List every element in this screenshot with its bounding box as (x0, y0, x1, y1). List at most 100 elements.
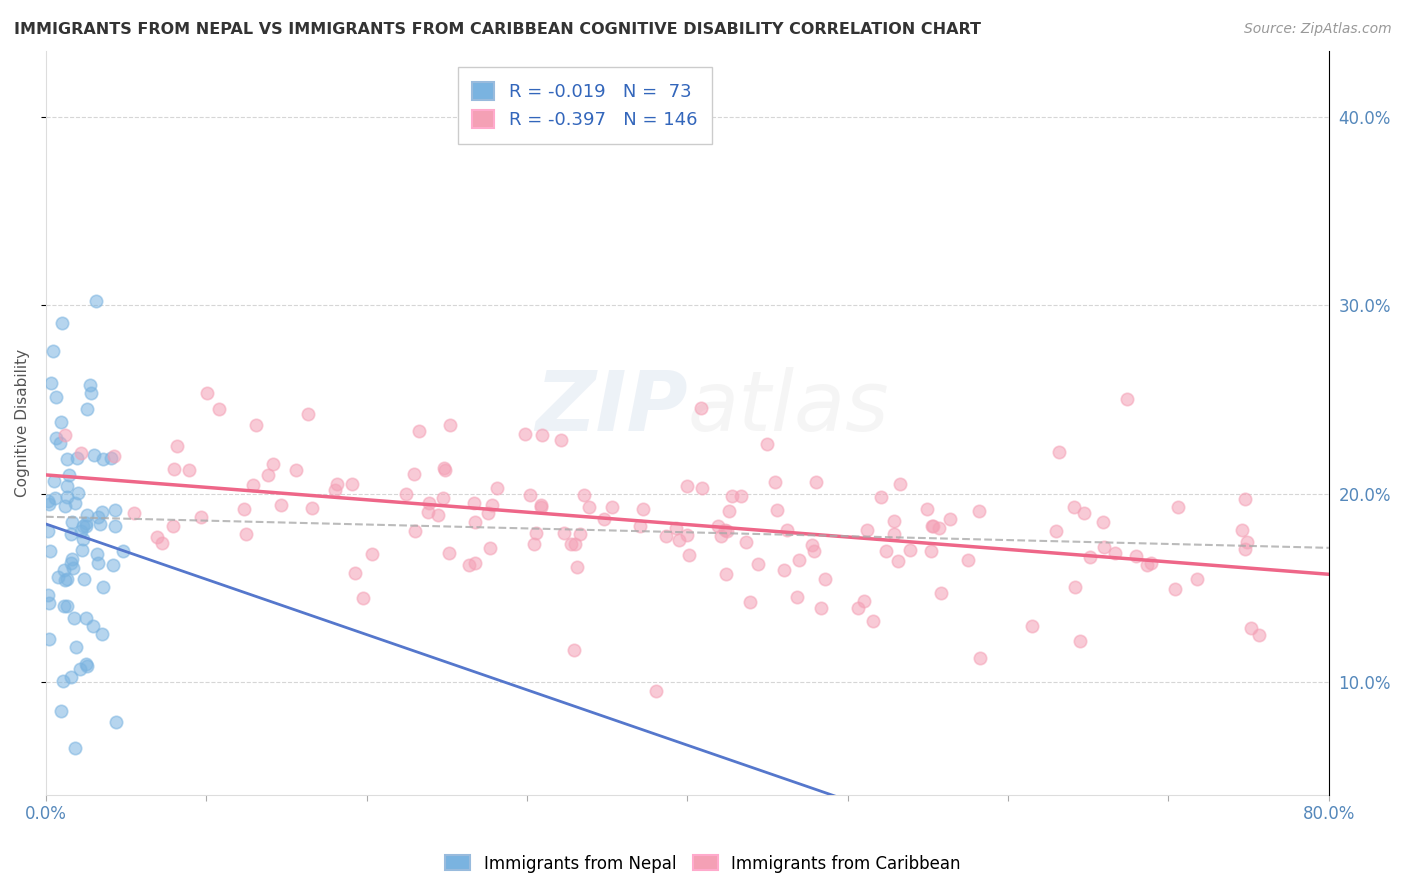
Point (51, 317, 73, 331)
Point (270, 498, 292, 512)
Point (862, 614, 884, 628)
Point (86, 557, 108, 571)
Point (524, 525, 547, 540)
Point (766, 503, 789, 517)
Point (1063, 500, 1085, 515)
Point (49, 436, 72, 450)
Point (690, 401, 713, 415)
Point (439, 546, 461, 560)
Point (1167, 500, 1189, 514)
Point (79, 378, 101, 392)
Point (967, 504, 990, 518)
Point (340, 476, 363, 491)
Text: Source: ZipAtlas.com: Source: ZipAtlas.com (1244, 22, 1392, 37)
Point (69, 662, 91, 676)
Point (1115, 392, 1137, 406)
Point (91, 505, 114, 519)
Point (530, 498, 553, 512)
Point (957, 553, 980, 567)
Point (65, 496, 87, 510)
Point (1139, 556, 1161, 570)
Point (921, 518, 943, 533)
Point (111, 543, 134, 558)
Point (55, 478, 77, 492)
Point (439, 418, 461, 433)
Point (83, 448, 105, 462)
Point (735, 534, 758, 549)
Text: ZIP: ZIP (534, 368, 688, 449)
Point (486, 481, 509, 495)
Point (122, 506, 145, 520)
Point (870, 491, 893, 505)
Point (806, 475, 828, 489)
Point (852, 594, 875, 608)
Point (39, 544, 62, 558)
Point (76, 508, 98, 522)
Point (730, 489, 752, 503)
Point (163, 461, 186, 475)
Point (479, 541, 502, 555)
Point (569, 527, 592, 541)
Point (1163, 582, 1185, 597)
Point (1233, 492, 1256, 507)
Point (786, 591, 808, 605)
Point (60, 556, 83, 570)
Point (38, 632, 60, 646)
Point (740, 595, 762, 609)
Point (256, 467, 278, 482)
Point (717, 504, 740, 518)
Point (80, 386, 103, 401)
Point (1064, 580, 1087, 594)
Point (432, 491, 454, 506)
Legend: R = -0.019   N =  73, R = -0.397   N = 146: R = -0.019 N = 73, R = -0.397 N = 146 (458, 67, 711, 144)
Point (70, 445, 93, 459)
Point (530, 500, 553, 515)
Point (560, 536, 582, 550)
Point (922, 519, 945, 533)
Point (63, 741, 86, 756)
Y-axis label: Cognitive Disability: Cognitive Disability (15, 349, 30, 497)
Point (1230, 523, 1253, 537)
Point (917, 502, 939, 516)
Point (89, 516, 111, 531)
Point (75, 518, 97, 533)
Point (103, 450, 125, 464)
Point (755, 437, 778, 451)
Point (56, 452, 79, 467)
Point (1136, 558, 1159, 572)
Point (284, 463, 307, 477)
Point (668, 533, 690, 548)
Point (93, 452, 115, 467)
Point (929, 586, 952, 600)
Point (70, 542, 93, 557)
Point (103, 558, 125, 573)
Point (1236, 534, 1258, 549)
Point (242, 477, 264, 491)
Point (747, 557, 769, 571)
Point (810, 600, 832, 615)
Point (1092, 541, 1115, 555)
Point (52, 599, 75, 613)
Point (62, 515, 84, 529)
Point (76, 401, 98, 416)
Point (195, 385, 218, 400)
Point (45, 390, 67, 404)
Point (665, 521, 688, 535)
Point (550, 434, 572, 448)
Point (58, 468, 80, 483)
Point (898, 542, 921, 557)
Point (44, 491, 66, 506)
Point (856, 523, 879, 537)
Point (262, 457, 284, 471)
Point (235, 527, 257, 541)
Point (418, 496, 440, 510)
Point (1247, 628, 1270, 642)
Point (1047, 445, 1070, 459)
Point (150, 536, 173, 550)
Point (53, 499, 76, 513)
Point (75, 516, 97, 530)
Point (481, 498, 503, 512)
Point (1069, 634, 1091, 648)
Point (644, 684, 666, 698)
Point (477, 506, 499, 520)
